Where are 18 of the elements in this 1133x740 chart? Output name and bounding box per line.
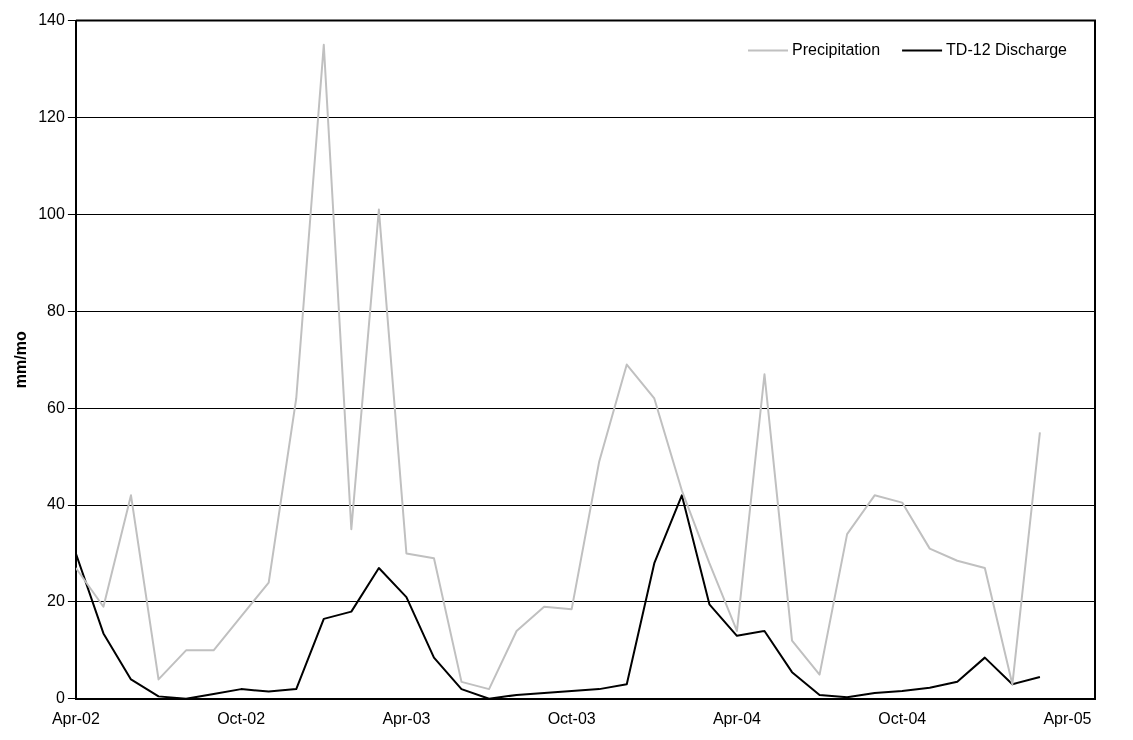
y-tick-label: 140 [38,11,65,29]
y-tick-label: 0 [55,689,65,707]
y-tick-label: 100 [38,204,65,222]
y-tick-label: 20 [47,592,65,610]
y-tick-label: 80 [47,301,65,319]
x-tick-label: Oct-04 [878,709,927,727]
legend-label: Precipitation [792,41,881,59]
x-tick-label: Oct-02 [217,709,266,727]
y-axis-title: mm/mo [12,331,30,389]
x-tick-label: Apr-03 [382,709,431,727]
x-tick-label: Apr-04 [712,709,762,727]
y-tick-label: 120 [38,107,65,125]
y-tick-label: 40 [47,495,65,513]
y-tick-label: 60 [47,398,65,416]
x-tick-label: Oct-03 [547,709,596,727]
x-tick-label: Apr-05 [1043,709,1092,727]
x-tick-label: Apr-02 [51,709,100,727]
legend-label: TD-12 Discharge [946,41,1068,59]
